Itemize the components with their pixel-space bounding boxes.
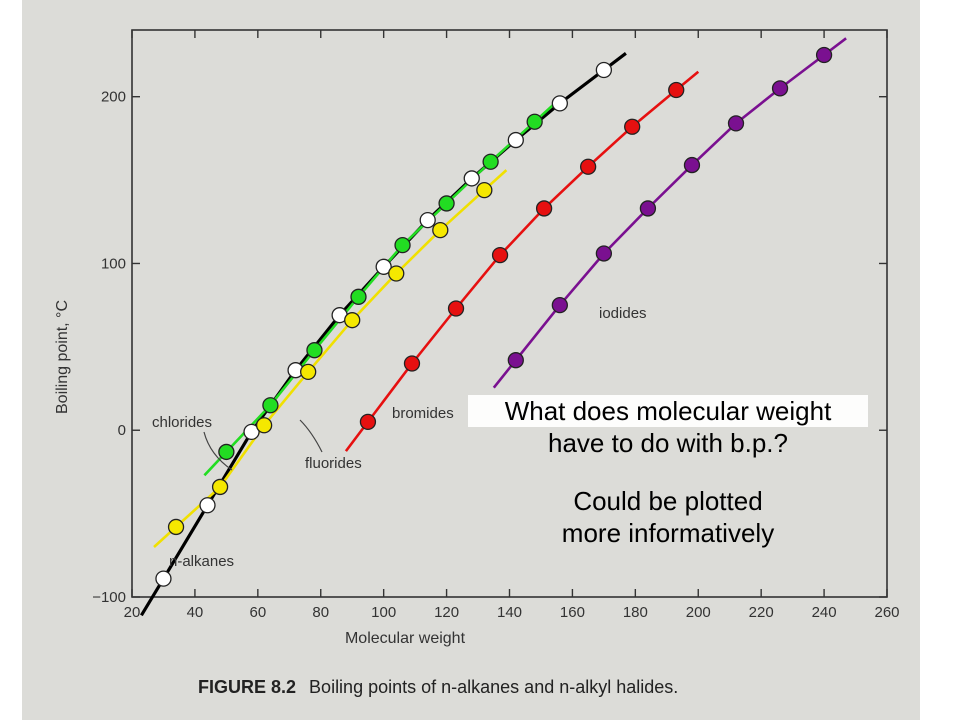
series-label-fluorides: fluorides bbox=[305, 455, 362, 472]
series-line-fluorides bbox=[153, 169, 508, 548]
x-tick-label-80: 80 bbox=[312, 604, 329, 621]
point-n-alkanes-9 bbox=[551, 95, 568, 112]
chlorides-label-pointer bbox=[203, 431, 233, 471]
series-line-iodides bbox=[492, 37, 847, 389]
y-tick-label-200: 200 bbox=[101, 89, 126, 106]
point-iodides-2 bbox=[595, 245, 613, 262]
x-tick-label-20: 20 bbox=[124, 604, 141, 621]
x-tick-label-180: 180 bbox=[623, 604, 648, 621]
point-fluorides-5 bbox=[388, 265, 405, 282]
point-chlorides-0 bbox=[218, 443, 235, 461]
x-tick-label-260: 260 bbox=[874, 604, 899, 621]
point-bromides-6 bbox=[624, 118, 641, 135]
series-label-bromides: bromides bbox=[392, 405, 454, 422]
point-bromides-2 bbox=[447, 300, 465, 317]
comment-annotation: Could be plotted more informatively bbox=[518, 485, 818, 549]
point-bromides-4 bbox=[535, 200, 553, 217]
point-iodides-3 bbox=[639, 200, 657, 217]
point-fluorides-1 bbox=[211, 478, 229, 496]
point-n-alkanes-7 bbox=[463, 170, 480, 187]
point-fluorides-7 bbox=[476, 181, 493, 199]
y-axis-title: Boiling point, °C bbox=[54, 300, 71, 414]
y-tick-label--100: −100 bbox=[92, 589, 126, 606]
x-tick-label-40: 40 bbox=[187, 604, 204, 621]
x-tick-label-100: 100 bbox=[371, 604, 396, 621]
point-iodides-1 bbox=[551, 297, 568, 314]
point-fluorides-0 bbox=[167, 518, 185, 536]
point-n-alkanes-2 bbox=[243, 423, 260, 441]
point-n-alkanes-5 bbox=[375, 258, 392, 275]
y-tick-label-100: 100 bbox=[101, 255, 126, 272]
series-label-iodides: iodides bbox=[599, 305, 647, 322]
point-chlorides-5 bbox=[438, 195, 455, 212]
figure-caption-label: FIGURE 8.2 bbox=[198, 677, 296, 697]
point-n-alkanes-8 bbox=[507, 131, 524, 149]
point-iodides-5 bbox=[727, 115, 745, 132]
point-bromides-5 bbox=[579, 158, 597, 175]
point-bromides-7 bbox=[668, 81, 685, 99]
point-fluorides-2 bbox=[255, 417, 273, 434]
x-tick-label-160: 160 bbox=[560, 604, 585, 621]
y-tick-label-0: 0 bbox=[118, 422, 126, 439]
scanned-page: 20 40 60 80 100 120 140 160 180 200 220 240 260 −100 0… bbox=[22, 0, 920, 720]
x-tick-label-200: 200 bbox=[686, 604, 711, 621]
series-line-bromides bbox=[344, 70, 700, 452]
point-bromides-3 bbox=[491, 246, 509, 264]
point-chlorides-2 bbox=[306, 342, 323, 359]
x-tick-label-220: 220 bbox=[749, 604, 774, 621]
point-chlorides-6 bbox=[482, 153, 499, 170]
point-n-alkanes-0 bbox=[155, 570, 172, 587]
x-tick-label-240: 240 bbox=[812, 604, 837, 621]
point-n-alkanes-1 bbox=[199, 497, 216, 514]
point-fluorides-4 bbox=[344, 312, 361, 329]
x-tick-label-120: 120 bbox=[434, 604, 459, 621]
comment-line-2: more informatively bbox=[561, 518, 775, 548]
figure-caption: FIGURE 8.2 Boiling points of n-alkanes a… bbox=[198, 677, 678, 697]
point-iodides-7 bbox=[815, 46, 833, 64]
point-fluorides-6 bbox=[432, 221, 449, 239]
point-chlorides-3 bbox=[350, 288, 367, 305]
comment-line-1: Could be plotted bbox=[573, 486, 763, 516]
point-iodides-6 bbox=[771, 80, 789, 97]
boiling-point-chart: 20 40 60 80 100 120 140 160 180 200 220 240 260 −100 0… bbox=[54, 29, 900, 697]
series-label-chlorides: chlorides bbox=[152, 414, 212, 431]
question-line-2: have to do with b.p.? bbox=[548, 428, 788, 458]
question-line-1: What does molecular weight bbox=[468, 395, 868, 427]
point-bromides-1 bbox=[403, 355, 421, 372]
question-annotation: What does molecular weight have to do wi… bbox=[468, 395, 868, 459]
point-chlorides-1 bbox=[262, 397, 279, 414]
series-label-n-alkanes: n-alkanes bbox=[169, 553, 234, 570]
point-n-alkanes-10 bbox=[595, 61, 613, 79]
figure-caption-text: Boiling points of n-alkanes and n-alkyl … bbox=[309, 677, 678, 697]
point-iodides-0 bbox=[507, 352, 524, 369]
point-chlorides-7 bbox=[526, 113, 543, 130]
x-tick-label-140: 140 bbox=[497, 604, 522, 621]
fluorides-label-pointer bbox=[299, 419, 323, 453]
point-fluorides-3 bbox=[300, 363, 317, 381]
point-chlorides-4 bbox=[394, 236, 411, 254]
point-n-alkanes-6 bbox=[419, 211, 436, 229]
point-iodides-4 bbox=[683, 156, 701, 174]
point-bromides-0 bbox=[359, 413, 377, 431]
x-tick-label-60: 60 bbox=[249, 604, 266, 621]
x-axis-title: Molecular weight bbox=[345, 630, 466, 647]
